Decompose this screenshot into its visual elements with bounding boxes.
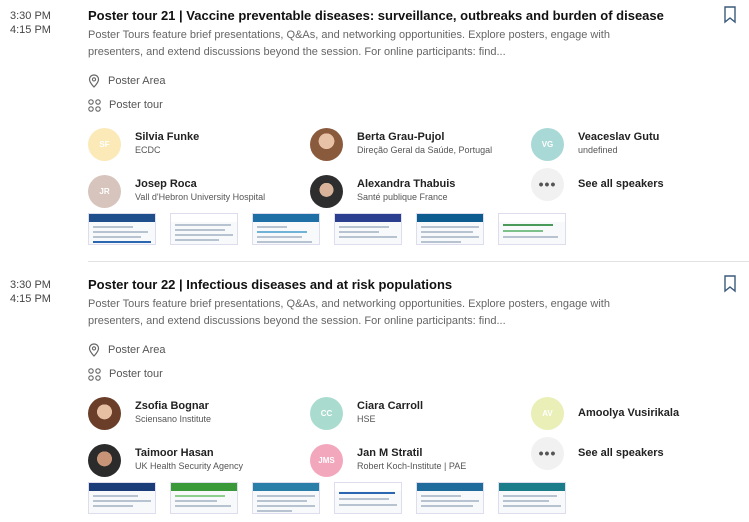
poster-thumbnail[interactable] [252, 213, 320, 245]
session-title[interactable]: Poster tour 21 | Vaccine preventable dis… [88, 8, 664, 23]
speaker-name: Jan M Stratil [357, 447, 423, 459]
more-icon: ••• [531, 436, 564, 470]
poster-thumbnail[interactable] [334, 213, 402, 245]
speaker-item[interactable]: Zsofia Bognar Sciensano Institute [88, 396, 211, 430]
location-pin-icon [88, 74, 100, 88]
divider [88, 261, 749, 262]
poster-thumbnail[interactable] [498, 213, 566, 245]
speaker-affiliation: Direção Geral da Saúde, Portugal [357, 145, 493, 155]
location-label: Poster Area [108, 75, 166, 87]
speaker-name: Josep Roca [135, 178, 197, 190]
avatar: JMS [310, 443, 343, 477]
speaker-item[interactable]: VG Veaceslav Gutu undefined [531, 127, 659, 161]
speaker-name: Alexandra Thabuis [357, 178, 456, 190]
speaker-name: Amoolya Vusirikala [578, 406, 680, 419]
speaker-item[interactable]: SF Silvia Funke ECDC [88, 127, 199, 161]
speaker-item[interactable]: AV Amoolya Vusirikala [531, 396, 679, 430]
poster-thumbnails [88, 482, 566, 514]
time-start: 3:30 PM [10, 10, 51, 22]
speaker-affiliation: ECDC [135, 145, 161, 155]
speaker-affiliation: HSE [357, 414, 376, 424]
poster-thumbnail[interactable] [498, 482, 566, 514]
bookmark-icon[interactable] [723, 6, 737, 24]
location-row: Poster Area [88, 342, 165, 358]
session-title[interactable]: Poster tour 22 | Infectious diseases and… [88, 277, 453, 292]
poster-thumbnail[interactable] [334, 482, 402, 514]
speaker-item[interactable]: Taimoor Hasan UK Health Security Agency [88, 443, 243, 477]
session-type-row: Poster tour [88, 366, 163, 382]
speaker-name: Ciara Carroll [357, 400, 424, 412]
speaker-item[interactable]: CC Ciara Carroll HSE [310, 396, 423, 430]
avatar: JR [88, 174, 121, 208]
session-description: Poster Tours feature brief presentations… [88, 29, 610, 58]
speaker-affiliation: Santé publique France [357, 192, 448, 202]
poster-thumbnail[interactable] [88, 482, 156, 514]
poster-thumbnail[interactable] [416, 482, 484, 514]
see-all-speakers-button[interactable]: ••• See all speakers [531, 436, 664, 470]
speaker-item[interactable]: Berta Grau-Pujol Direção Geral da Saúde, … [310, 127, 492, 161]
speaker-item[interactable]: JR Josep Roca Vall d'Hebron University Ho… [88, 174, 265, 208]
avatar [310, 174, 343, 208]
speaker-item[interactable]: Alexandra Thabuis Santé publique France [310, 174, 455, 208]
grid-icon [88, 367, 101, 381]
session-time: 3:30 PM 4:15 PM [10, 278, 51, 306]
location-row: Poster Area [88, 73, 165, 89]
avatar [88, 443, 121, 477]
poster-thumbnail[interactable] [416, 213, 484, 245]
poster-thumbnail[interactable] [170, 482, 238, 514]
see-all-label: See all speakers [578, 446, 664, 459]
speaker-name: Veaceslav Gutu [578, 131, 660, 143]
avatar [310, 127, 343, 161]
session-type-label: Poster tour [109, 99, 163, 111]
grid-icon [88, 98, 101, 112]
poster-thumbnails [88, 213, 566, 245]
avatar: AV [531, 396, 564, 430]
location-label: Poster Area [108, 344, 166, 356]
speaker-name: Zsofia Bognar [135, 400, 209, 412]
see-all-label: See all speakers [578, 177, 664, 190]
poster-thumbnail[interactable] [252, 482, 320, 514]
see-all-speakers-button[interactable]: ••• See all speakers [531, 167, 664, 201]
avatar: SF [88, 127, 121, 161]
session-description: Poster Tours feature brief presentations… [88, 298, 610, 327]
poster-thumbnail[interactable] [170, 213, 238, 245]
avatar: CC [310, 396, 343, 430]
bookmark-icon[interactable] [723, 275, 737, 293]
speaker-item[interactable]: JMS Jan M Stratil Robert Koch-Institute |… [310, 443, 466, 477]
session-type-row: Poster tour [88, 97, 163, 113]
session-time: 3:30 PM 4:15 PM [10, 9, 51, 37]
poster-thumbnail[interactable] [88, 213, 156, 245]
avatar [88, 396, 121, 430]
speaker-affiliation: UK Health Security Agency [135, 461, 244, 471]
speaker-name: Taimoor Hasan [135, 447, 214, 459]
avatar: VG [531, 127, 564, 161]
speaker-name: Silvia Funke [135, 131, 200, 143]
time-start: 3:30 PM [10, 279, 51, 291]
more-icon: ••• [531, 167, 564, 201]
time-end: 4:15 PM [10, 24, 51, 36]
speaker-affiliation: Robert Koch-Institute | PAE [357, 461, 467, 471]
location-pin-icon [88, 343, 100, 357]
time-end: 4:15 PM [10, 293, 51, 305]
speaker-affiliation: undefined [578, 145, 618, 155]
speaker-affiliation: Sciensano Institute [135, 414, 212, 424]
session-type-label: Poster tour [109, 368, 163, 380]
speaker-name: Berta Grau-Pujol [357, 131, 445, 143]
speaker-affiliation: Vall d'Hebron University Hospital [135, 192, 266, 202]
